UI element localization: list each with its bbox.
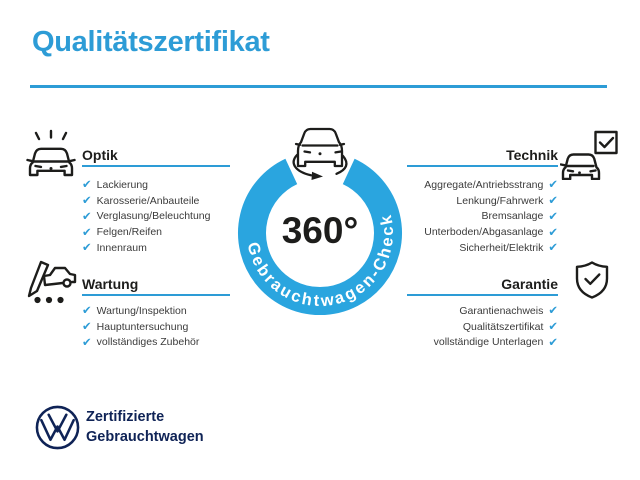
- check-icon: ✔: [82, 177, 92, 192]
- list-item: Aggregate/Antriebsstrang ✔: [424, 177, 558, 193]
- item-label: Karosserie/Anbauteile: [96, 194, 200, 207]
- list-item: Bremsanlage ✔: [424, 209, 558, 225]
- garantie-underline: [407, 293, 558, 296]
- list-item: Garantienachweis ✔: [434, 303, 558, 319]
- car-shine-icon: [26, 129, 76, 177]
- section-heading-technik: Technik: [506, 147, 558, 163]
- ring-label: Gebrauchtwagen-Check: [244, 211, 398, 310]
- list-item: ✔ Hauptuntersuchung: [82, 319, 199, 335]
- ring-360: [238, 158, 402, 316]
- pencil-car-checklist-icon: [27, 260, 77, 304]
- check-icon: ✔: [82, 303, 92, 318]
- item-label: Garantienachweis: [459, 304, 544, 317]
- optik-underline: [82, 164, 230, 167]
- item-label: Lackierung: [96, 178, 149, 191]
- garantie-check-list: Garantienachweis ✔ Qualitätszertifikat ✔ v…: [434, 303, 558, 350]
- item-label: Sicherheit/Elektrik: [459, 242, 544, 255]
- optik-check-list: ✔ Lackierung ✔ Karosserie/Anbauteile ✔ Verg…: [82, 177, 210, 256]
- check-icon: ✔: [548, 334, 558, 349]
- list-item: Sicherheit/Elektrik ✔: [424, 240, 558, 256]
- check-icon: ✔: [82, 318, 92, 333]
- check-icon: ✔: [548, 240, 558, 255]
- check-icon: ✔: [548, 208, 558, 223]
- check-icon: ✔: [82, 208, 92, 223]
- list-item: ✔ Wartung/Inspektion: [82, 303, 199, 319]
- item-label: vollständige Unterlagen: [433, 336, 544, 349]
- list-item: Qualitätszertifikat ✔: [434, 319, 558, 335]
- car-360-rotation-icon: [292, 127, 348, 180]
- list-item: ✔ Innenraum: [82, 240, 210, 256]
- section-heading-garantie: Garantie: [501, 275, 558, 292]
- wartung-underline: [82, 293, 230, 296]
- check-icon: ✔: [548, 318, 558, 333]
- technik-check-list: Aggregate/Antriebsstrang ✔ Lenkung/Fahrwe…: [424, 177, 558, 256]
- item-label: Felgen/Reifen: [96, 226, 163, 239]
- list-item: ✔ Lackierung: [82, 177, 210, 193]
- center-360-value: 360°: [282, 210, 359, 251]
- footer-line1: Zertifizierte: [86, 409, 165, 425]
- shield-check-icon: [575, 261, 609, 299]
- section-heading-wartung: Wartung: [82, 275, 139, 292]
- list-item: Lenkung/Fahrwerk ✔: [424, 193, 558, 209]
- check-icon: ✔: [82, 240, 92, 255]
- item-label: Wartung/Inspektion: [96, 304, 187, 317]
- item-label: Qualitätszertifikat: [462, 320, 544, 333]
- footer-line2: Gebrauchtwagen: [86, 428, 204, 445]
- check-icon: ✔: [82, 224, 92, 239]
- title-divider: [30, 85, 607, 88]
- check-icon: ✔: [82, 192, 92, 207]
- check-icon: ✔: [548, 192, 558, 207]
- ring-label-text: Gebrauchtwagen-Check: [244, 211, 395, 310]
- car-checkbox-icon: [560, 130, 618, 180]
- list-item: vollständige Unterlagen ✔: [434, 335, 558, 351]
- list-item: Unterboden/Abgasanlage ✔: [424, 224, 558, 240]
- item-label: Unterboden/Abgasanlage: [424, 226, 544, 239]
- list-item: ✔ Karosserie/Anbauteile: [82, 193, 210, 209]
- check-icon: ✔: [548, 303, 558, 318]
- item-label: Innenraum: [96, 242, 147, 255]
- item-label: Verglasung/Beleuchtung: [96, 210, 211, 223]
- wartung-check-list: ✔ Wartung/Inspektion ✔ Hauptuntersuchung ✔…: [82, 303, 199, 350]
- page-title: Qualitätszertifikat: [32, 26, 270, 58]
- check-icon: ✔: [82, 334, 92, 349]
- item-label: Bremsanlage: [481, 210, 544, 223]
- check-icon: ✔: [548, 177, 558, 192]
- technik-underline: [407, 164, 558, 167]
- list-item: ✔ Felgen/Reifen: [82, 224, 210, 240]
- item-label: Aggregate/Antriebsstrang: [424, 178, 544, 191]
- item-label: Lenkung/Fahrwerk: [456, 194, 544, 207]
- item-label: vollständiges Zubehör: [96, 336, 200, 349]
- list-item: ✔ vollständiges Zubehör: [82, 335, 199, 351]
- list-item: ✔ Verglasung/Beleuchtung: [82, 209, 210, 225]
- item-label: Hauptuntersuchung: [96, 320, 189, 333]
- footer-brand-text: Zertifizierte Gebrauchtwagen: [86, 408, 204, 447]
- section-heading-optik: Optik: [82, 147, 118, 163]
- vw-logo: [35, 405, 80, 450]
- check-icon: ✔: [548, 224, 558, 239]
